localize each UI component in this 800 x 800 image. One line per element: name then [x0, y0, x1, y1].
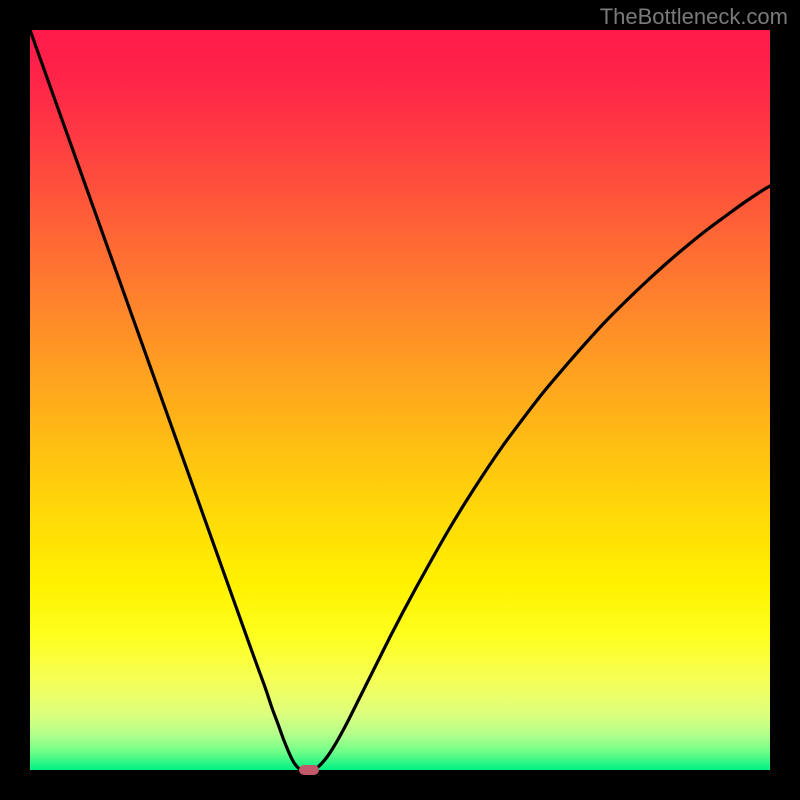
chart-container: TheBottleneck.com	[0, 0, 800, 800]
gradient-background	[30, 30, 770, 770]
watermark-text: TheBottleneck.com	[600, 4, 788, 30]
optimal-point-marker	[299, 765, 319, 775]
bottleneck-chart	[0, 0, 800, 800]
